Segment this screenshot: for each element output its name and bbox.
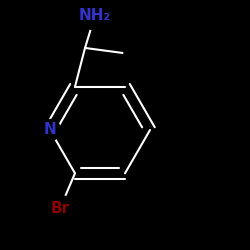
Circle shape xyxy=(80,1,110,30)
Text: Br: Br xyxy=(50,201,70,216)
Circle shape xyxy=(40,120,60,141)
Circle shape xyxy=(47,195,73,221)
Text: NH₂: NH₂ xyxy=(79,8,111,23)
Text: N: N xyxy=(44,122,56,138)
